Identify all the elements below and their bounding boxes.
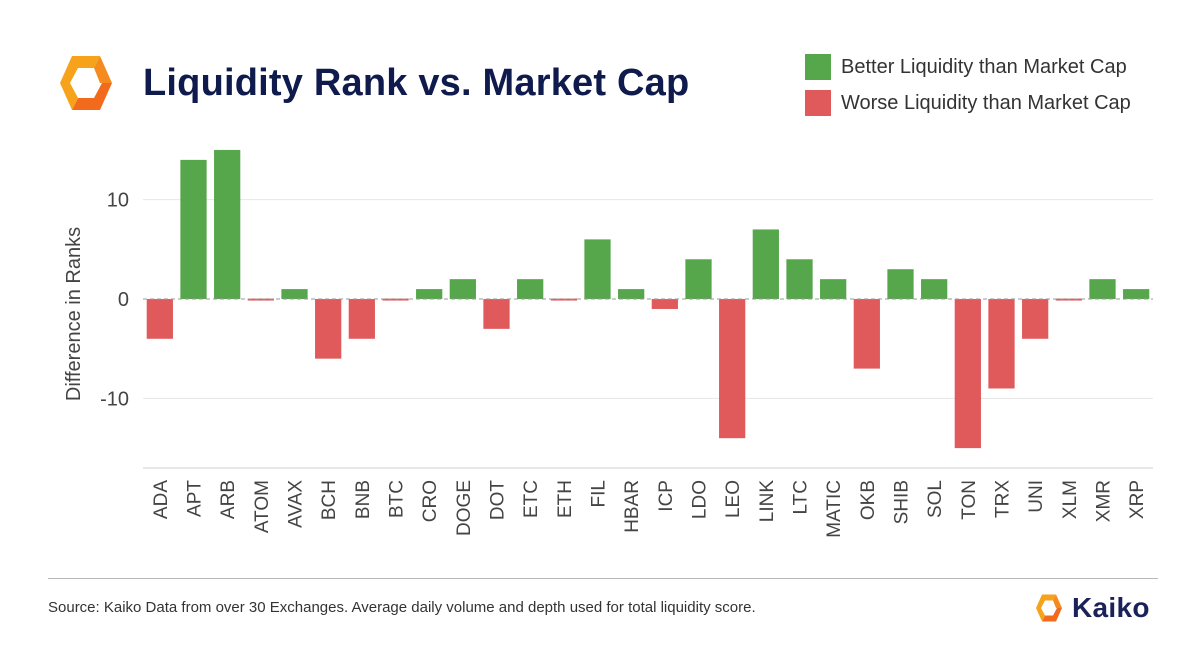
source-note: Source: Kaiko Data from over 30 Exchange… [48,599,756,616]
legend-item-better: Better Liquidity than Market Cap [805,49,1131,85]
x-tick-label: OKB [858,480,879,520]
brand-name: Kaiko [1072,592,1150,623]
x-tick-label: BNB [353,480,374,519]
bar-ltc [786,259,813,300]
bar-etc [517,279,544,300]
kaiko-logo-icon [60,56,112,110]
legend-item-worse: Worse Liquidity than Market Cap [805,85,1131,121]
bar-link [752,229,779,300]
x-tick-label: XRP [1127,480,1148,519]
legend-swatch-better [805,54,831,80]
bar-hbar [618,289,645,300]
bar-trx [988,299,1015,389]
x-tick-label: DOT [488,480,509,521]
kaiko-brand-logo-icon [1036,594,1062,622]
x-tick-label: ETH [555,480,576,518]
legend: Better Liquidity than Market Cap Worse L… [805,49,1131,121]
x-tick-label: BCH [319,480,340,520]
brand: Kaiko [1032,592,1150,624]
x-tick-label: LTC [791,480,812,514]
x-tick-label: APT [185,480,206,517]
x-tick-label: ARB [218,480,239,519]
x-tick-label: LINK [757,480,778,523]
bar-arb [214,149,241,300]
legend-label-better: Better Liquidity than Market Cap [841,55,1127,78]
y-axis-label: Difference in Ranks [63,227,85,401]
footer-divider [48,578,1158,579]
x-tick-label: LDO [690,480,711,519]
bar-xmr [1089,279,1116,300]
bar-icp [651,299,678,309]
legend-swatch-worse [805,90,831,116]
chart-title: Liquidity Rank vs. Market Cap [143,62,690,104]
x-tick-label: ATOM [252,480,273,533]
x-tick-label: DOGE [454,480,475,536]
bar-bnb [348,299,375,339]
x-tick-label: FIL [589,480,610,507]
x-tick-label: XMR [1094,480,1115,522]
bar-ada [146,299,173,339]
x-tick-label: ICP [656,480,677,512]
bar-ldo [685,259,712,300]
bar-doge [449,279,476,300]
legend-label-worse: Worse Liquidity than Market Cap [841,91,1131,114]
bar-chart: -10 0 10 ADA APT ARB ATOM AVAX BCH BNB BTC CRO DOGE D… [63,149,1153,538]
x-tick-label: SOL [925,480,946,518]
bar-fil [584,239,611,300]
x-tick-label: LEO [723,480,744,518]
bar-xrp [1123,289,1150,300]
bar-avax [281,289,308,300]
x-tick-label: CRO [420,480,441,522]
x-tick-label: XLM [1060,480,1081,519]
y-tick-label: -10 [100,388,129,410]
x-tick-label: ETC [521,480,542,518]
bar-shib [887,269,914,300]
bar-bch [315,299,342,359]
bar-leo [719,299,746,439]
x-tick-label: AVAX [286,480,307,528]
x-tick-label: HBAR [622,480,643,533]
bar-sol [921,279,948,300]
x-tick-label: ADA [151,480,172,519]
bar-matic [820,279,847,300]
x-tick-label: BTC [387,480,408,518]
bar-cro [416,289,443,300]
x-tick-label: TRX [993,480,1014,518]
bar-okb [853,299,880,369]
y-tick-label: 0 [118,289,129,311]
bar-ton [954,299,981,449]
x-tick-label: MATIC [824,480,845,538]
bar-atom [247,298,274,301]
bar-dot [483,299,510,329]
x-tick-label: TON [959,480,980,520]
bar-apt [180,159,207,300]
y-tick-label: 10 [107,190,129,212]
x-tick-label: UNI [1026,480,1047,513]
x-tick-label: SHIB [892,480,913,524]
bar-uni [1022,299,1049,339]
